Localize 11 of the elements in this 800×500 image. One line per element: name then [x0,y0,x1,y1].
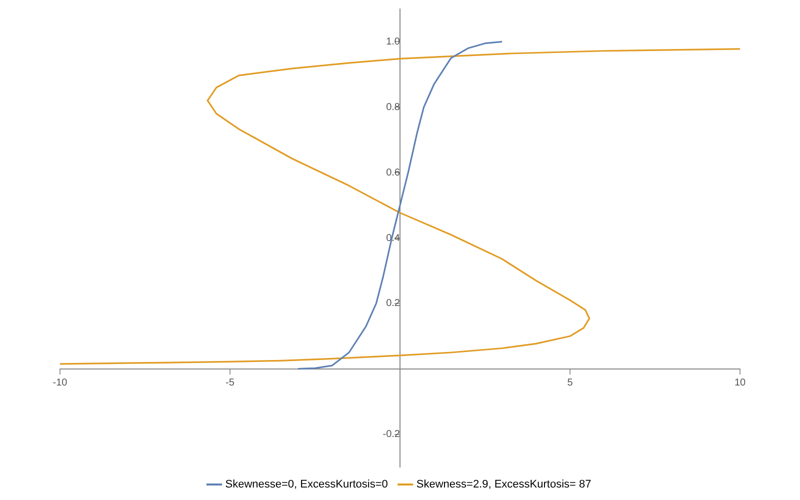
y-tick-label: 0.2 [386,298,400,310]
legend-label: Skewnesse=0, ExcessKurtosis=0 [225,478,388,491]
x-tick-label: 10 [734,378,746,389]
y-tick-label: 0.8 [386,102,400,113]
legend-label: Skewness=2.9, ExcessKurtosis= 87 [416,478,592,491]
x-tick-label: -10 [52,378,68,389]
x-tick-label: 5 [567,378,574,389]
y-tick-label: -0.2 [382,429,400,440]
x-tick-label: -5 [226,378,235,389]
y-tick-label: 1.0 [386,36,400,48]
y-tick-label: 0.6 [386,167,400,178]
